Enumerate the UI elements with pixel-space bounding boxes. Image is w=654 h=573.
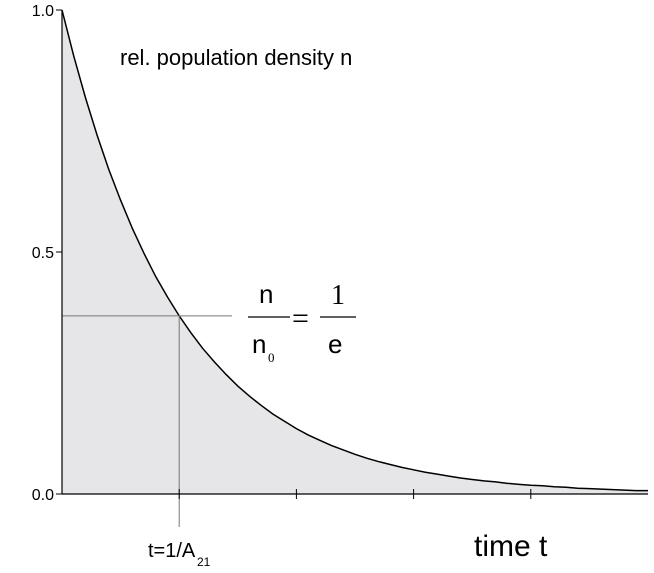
x-axis-label: time t xyxy=(474,530,548,563)
area-fill xyxy=(62,10,648,494)
marker-label: t=1/A xyxy=(148,540,196,562)
eq-rhs-numerator: 1 xyxy=(331,280,345,311)
eq-denominator: n xyxy=(252,329,266,359)
y-tick-label: 1.0 xyxy=(32,3,54,20)
marker-label-sub: 21 xyxy=(197,555,211,569)
eq-rhs-denominator: e xyxy=(328,329,342,359)
eq-numerator: n xyxy=(259,279,273,309)
eq-denominator-sub: 0 xyxy=(268,350,275,365)
eq-equals: = xyxy=(292,302,309,335)
y-tick-label: 0.0 xyxy=(32,487,54,504)
line xyxy=(61,9,648,492)
y-tick-label: 0.5 xyxy=(32,245,54,262)
y-axis-label: rel. population density n xyxy=(120,45,352,70)
